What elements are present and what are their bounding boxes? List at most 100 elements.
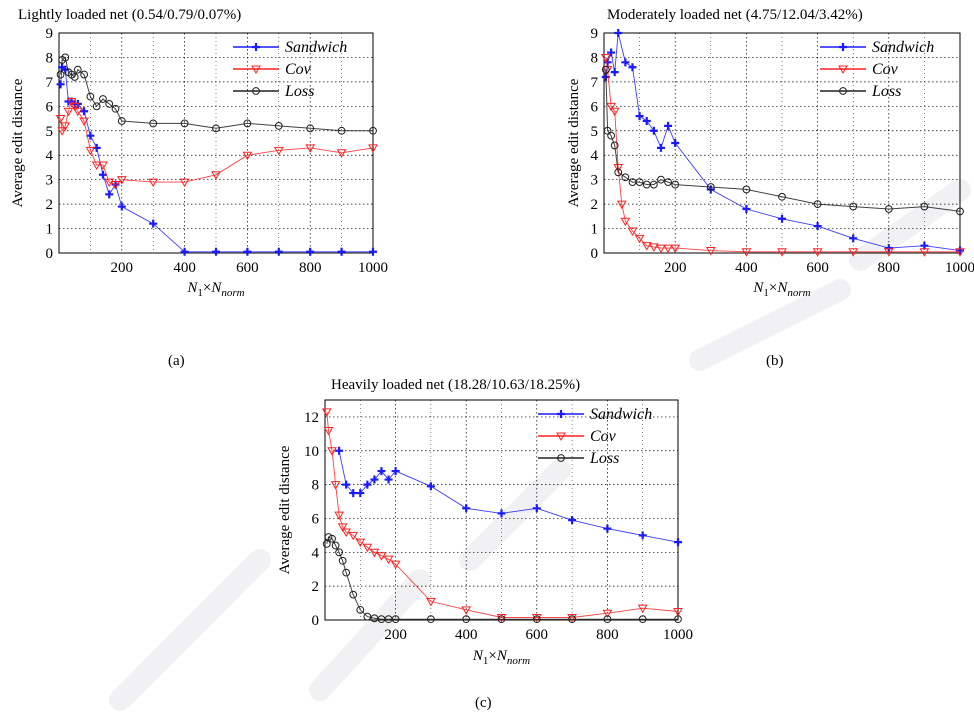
data-point — [342, 568, 351, 577]
data-point — [426, 482, 435, 491]
y-tick-label: 9 — [46, 26, 54, 42]
y-tick-label: 6 — [312, 511, 320, 527]
data-point — [955, 248, 965, 257]
data-point — [673, 608, 683, 617]
data-point — [80, 107, 89, 116]
legend-label: Loss — [871, 83, 901, 100]
data-point — [635, 178, 644, 187]
data-point — [610, 68, 619, 77]
x-tick-label: 800 — [596, 627, 619, 643]
data-point — [603, 58, 612, 67]
data-point — [664, 121, 673, 130]
series-sandwich — [335, 446, 682, 547]
y-tick-label: 9 — [591, 26, 599, 42]
x-tick-label: 800 — [878, 260, 901, 276]
data-point — [321, 408, 332, 417]
series-cov — [321, 408, 683, 623]
data-point — [607, 48, 616, 57]
data-point — [390, 560, 401, 570]
series-line — [605, 69, 961, 212]
y-tick-label: 0 — [46, 246, 54, 262]
data-point — [335, 548, 344, 557]
data-point — [648, 243, 659, 252]
data-point — [742, 185, 751, 194]
data-point — [614, 29, 623, 37]
y-tick-label: 5 — [46, 124, 54, 140]
series-line — [60, 66, 373, 253]
data-point — [61, 53, 70, 62]
x-axis-label: N1×Nnorm — [186, 280, 244, 299]
data-point — [778, 214, 786, 223]
data-point — [461, 606, 472, 615]
data-point — [98, 170, 107, 179]
data-point — [600, 53, 611, 63]
data-point — [322, 539, 331, 548]
chart-title: Moderately loaded net (4.75/12.04/3.42%) — [607, 7, 863, 23]
y-tick-label: 4 — [591, 148, 599, 164]
legend-label: Loss — [284, 83, 314, 100]
data-point — [742, 205, 751, 213]
data-point — [671, 180, 680, 189]
series-line — [326, 536, 678, 620]
data-point — [777, 248, 787, 257]
chart-title: Lightly loaded net (0.54/0.79/0.07%) — [18, 7, 241, 23]
data-point — [324, 533, 333, 541]
data-point — [148, 178, 159, 188]
data-point — [848, 248, 859, 257]
data-point — [616, 200, 627, 210]
data-point — [356, 489, 365, 498]
data-point — [531, 613, 542, 623]
legend: Sandwich Cov Loss — [820, 39, 934, 100]
y-tick-label: 6 — [591, 99, 599, 115]
data-point — [620, 217, 631, 227]
x-tick-label: 200 — [664, 260, 687, 276]
legend-label: Sandwich — [872, 39, 934, 56]
x-tick-label: 200 — [384, 627, 407, 643]
data-point — [337, 523, 348, 532]
y-tick-label: 5 — [591, 124, 599, 140]
legend-label: Sandwich — [590, 406, 652, 423]
data-point — [323, 426, 334, 436]
data-point — [638, 531, 647, 540]
data-point — [656, 143, 665, 152]
data-point — [602, 609, 613, 619]
data-point — [274, 121, 283, 130]
data-point — [73, 65, 82, 74]
data-point — [568, 516, 577, 525]
legend-label: Loss — [589, 450, 619, 467]
data-point — [496, 613, 507, 623]
y-tick-label: 7 — [46, 75, 54, 91]
data-point — [99, 95, 107, 103]
data-point — [56, 70, 65, 79]
data-point — [884, 244, 893, 253]
caption-a: (a) — [168, 353, 185, 369]
data-point — [634, 234, 645, 244]
chart-moderately-loaded: 200 400 600 800 1000 0 1 2 3 4 5 6 7 8 9 Moderately loa… — [566, 7, 974, 299]
data-point — [812, 248, 823, 257]
data-point — [849, 202, 858, 211]
data-point — [60, 122, 71, 131]
data-point — [274, 247, 283, 256]
plot-frame — [603, 32, 961, 254]
data-point — [607, 131, 616, 140]
data-point — [349, 489, 358, 498]
y-tick-label: 10 — [304, 444, 319, 460]
legend: Sandwich Cov Loss — [538, 406, 652, 467]
data-point — [628, 63, 637, 72]
data-point — [641, 242, 652, 251]
x-tick-label: 400 — [735, 260, 758, 276]
data-point — [813, 222, 822, 231]
data-point — [956, 207, 964, 216]
data-point — [391, 467, 400, 476]
series-cov — [600, 53, 965, 257]
x-tick-label: 1000 — [358, 260, 388, 276]
data-point — [149, 119, 158, 128]
series-loss — [56, 53, 377, 135]
chart-title: Heavily loaded net (18.28/10.63/18.25%) — [331, 377, 580, 393]
data-point — [556, 432, 566, 442]
data-point — [705, 247, 716, 256]
y-tick-label: 8 — [591, 50, 599, 66]
x-tick-label: 1000 — [663, 627, 693, 643]
y-tick-label: 4 — [46, 148, 54, 164]
data-point — [355, 538, 366, 548]
